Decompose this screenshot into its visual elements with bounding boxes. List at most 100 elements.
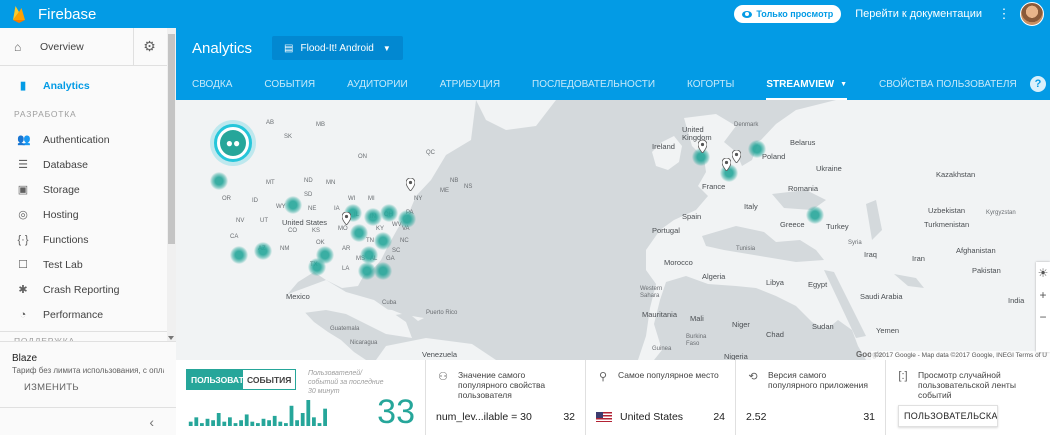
streamview-cards: ПОЛЬЗОВАТЕЛИ СОБЫТИЯ Пользователей/событ… xyxy=(176,360,1050,435)
toggle-users[interactable]: ПОЛЬЗОВАТЕЛИ xyxy=(187,370,243,389)
tab-audiences[interactable]: АУДИТОРИИ xyxy=(347,68,408,100)
active-users-count: 33 xyxy=(377,393,415,431)
sparkline-bar xyxy=(239,420,243,426)
collapse-sidebar-icon[interactable]: ‹ xyxy=(0,407,176,435)
sidebar-item-storage[interactable]: ▣ Storage xyxy=(0,177,176,202)
eye-icon xyxy=(742,10,753,18)
zoom-out-button[interactable]: − xyxy=(1039,310,1047,324)
brightness-icon[interactable]: ☀ xyxy=(1037,266,1049,280)
map-label-burkina-faso: Burkina Faso xyxy=(686,334,707,347)
scroll-down-arrow-icon[interactable] xyxy=(168,336,174,340)
map-label-kyrgyzstan: Kyrgyzstan xyxy=(986,210,1016,216)
zoom-in-button[interactable]: + xyxy=(1039,288,1047,302)
tab-attribution[interactable]: АТРИБУЦИЯ xyxy=(440,68,500,100)
map-label-uzbekistan: Uzbekistan xyxy=(928,206,966,215)
map-label-ne: NE xyxy=(308,206,317,212)
analytics-header: Analytics ▤ Flood-It! Android ▼ СВОДКА С… xyxy=(176,28,1050,100)
sidebar-item-authentication[interactable]: 👥 Authentication xyxy=(0,127,176,152)
map-label-wv: WV xyxy=(392,222,402,228)
avatar[interactable] xyxy=(1020,2,1044,26)
map-hotspot xyxy=(374,262,392,280)
map-hotspot xyxy=(210,172,228,190)
docs-link[interactable]: Перейти к документации xyxy=(855,8,982,20)
map-hotspot xyxy=(284,196,302,214)
streamview-map[interactable]: AB SK MB ON QC MT ND MN OR ID SD WY WI M… xyxy=(176,100,1050,360)
map-pin-icon[interactable] xyxy=(406,178,415,191)
map-pin-icon[interactable] xyxy=(698,140,707,153)
map-label-mn: MN xyxy=(326,180,336,186)
top-property-card[interactable]: ⚇ Значение самого популярного свойства п… xyxy=(426,360,586,435)
sidebar-item-label: Database xyxy=(43,158,88,171)
sparkline-bar xyxy=(200,423,204,426)
map-pin-icon[interactable] xyxy=(732,150,741,163)
map-label-va: VA xyxy=(402,226,410,232)
map-pin-icon[interactable] xyxy=(722,158,731,171)
sidebar-item-test-lab[interactable]: ☐ Test Lab xyxy=(0,252,176,277)
top-location-header: ⚲ Самое популярное место xyxy=(596,370,719,383)
map-label-qc: QC xyxy=(426,150,435,156)
users-card-note: Пользователей/событий за последние 30 ми… xyxy=(308,370,384,395)
performance-icon: ◔ xyxy=(19,308,27,321)
top-location-card[interactable]: ⚲ Самое популярное место United States 2… xyxy=(586,360,736,435)
app-selector[interactable]: ▤ Flood-It! Android ▼ xyxy=(272,36,403,60)
map-label-syria: Syria xyxy=(848,240,862,246)
settings-gear-icon[interactable]: ⚙ xyxy=(133,28,165,66)
map-label-nb: NB xyxy=(450,178,459,184)
map-label-on: ON xyxy=(358,154,367,160)
map-attribution[interactable]: ©2017 Google - Map data ©2017 Google, IN… xyxy=(870,351,1050,360)
top-property-label: num_lev...ilable = 30 xyxy=(436,411,532,423)
tab-label: ПОСЛЕДОВАТЕЛЬНОСТИ xyxy=(532,78,656,90)
database-icon: ☰ xyxy=(18,159,28,171)
tab-streamview[interactable]: STREAMVIEW ▼ xyxy=(766,68,847,100)
tab-funnels[interactable]: ПОСЛЕДОВАТЕЛЬНОСТИ xyxy=(532,68,655,100)
map-label-id: ID xyxy=(252,198,258,204)
map-label-uk: United Kingdom xyxy=(682,125,712,142)
sidebar-scrollbar[interactable] xyxy=(167,28,176,341)
sidebar-item-crash-reporting[interactable]: ✱ Crash Reporting xyxy=(0,277,176,302)
sidebar-item-functions[interactable]: {·} Functions xyxy=(0,227,176,252)
map-label-mt: MT xyxy=(266,180,275,186)
top-version-card[interactable]: ⟲ Версия самого популярного приложения 2… xyxy=(736,360,886,435)
map-label-sudan: Sudan xyxy=(812,322,834,331)
tab-dashboard[interactable]: СВОДКА xyxy=(192,68,232,100)
sidebar-item-hosting[interactable]: ◎ Hosting xyxy=(0,202,176,227)
user-timeline-button[interactable]: ПОЛЬЗОВАТЕЛЬСКАЯ xyxy=(898,405,998,427)
sidebar-item-analytics[interactable]: ▮ Analytics xyxy=(0,73,176,98)
tab-user-properties[interactable]: СВОЙСТВА ПОЛЬЗОВАТЕЛЯ xyxy=(879,68,1017,100)
map-label-ny: NY xyxy=(414,196,423,202)
map-label-libya: Libya xyxy=(766,278,784,287)
change-plan-button[interactable]: ИЗМЕНИТЬ xyxy=(24,382,79,393)
section-grow: ПОДДЕРЖКА xyxy=(0,331,176,341)
map-hotspot xyxy=(230,246,248,264)
tab-events[interactable]: СОБЫТИЯ xyxy=(264,68,315,100)
kebab-menu-icon[interactable]: ⋮ xyxy=(997,6,1011,21)
sparkline-bar xyxy=(222,421,227,426)
map-pin-icon[interactable] xyxy=(342,212,351,225)
scrollbar-thumb[interactable] xyxy=(168,34,175,244)
sparkline-bar xyxy=(244,414,249,426)
sidebar-item-performance[interactable]: ◔ Performance xyxy=(0,302,176,327)
map-label-mali: Mali xyxy=(690,314,704,323)
map-label-france: France xyxy=(702,182,726,191)
sidebar-item-overview[interactable]: ⌂ Overview xyxy=(0,28,133,66)
map-label-poland: Poland xyxy=(762,152,786,161)
user-timeline-card: [:] Просмотр случайной пользовательской … xyxy=(886,360,1050,435)
sparkline-bar xyxy=(323,408,327,426)
users-group-icon[interactable]: ●● xyxy=(214,124,252,162)
map-label-denmark: Denmark xyxy=(734,122,759,128)
tab-cohorts[interactable]: КОГОРТЫ xyxy=(687,68,734,100)
brand[interactable]: Firebase xyxy=(0,5,176,23)
toggle-events[interactable]: СОБЫТИЯ xyxy=(243,370,296,389)
tab-label: АТРИБУЦИЯ xyxy=(439,78,501,90)
help-icon[interactable]: ? xyxy=(1030,76,1046,92)
map-label-mauritania: Mauritania xyxy=(642,310,678,319)
section-develop: РАЗРАБОТКА xyxy=(14,109,77,119)
map-hotspot xyxy=(806,206,824,224)
sparkline-bar xyxy=(306,400,311,426)
tab-label: КОГОРТЫ xyxy=(687,78,735,90)
map-label-spain: Spain xyxy=(682,212,702,221)
sidebar-item-database[interactable]: ☰ Database xyxy=(0,152,176,177)
top-version-label: 2.52 xyxy=(746,411,767,423)
top-app-bar: Firebase Только просмотр Перейти к докум… xyxy=(0,0,1050,28)
map-label-mi: MI xyxy=(368,196,375,202)
